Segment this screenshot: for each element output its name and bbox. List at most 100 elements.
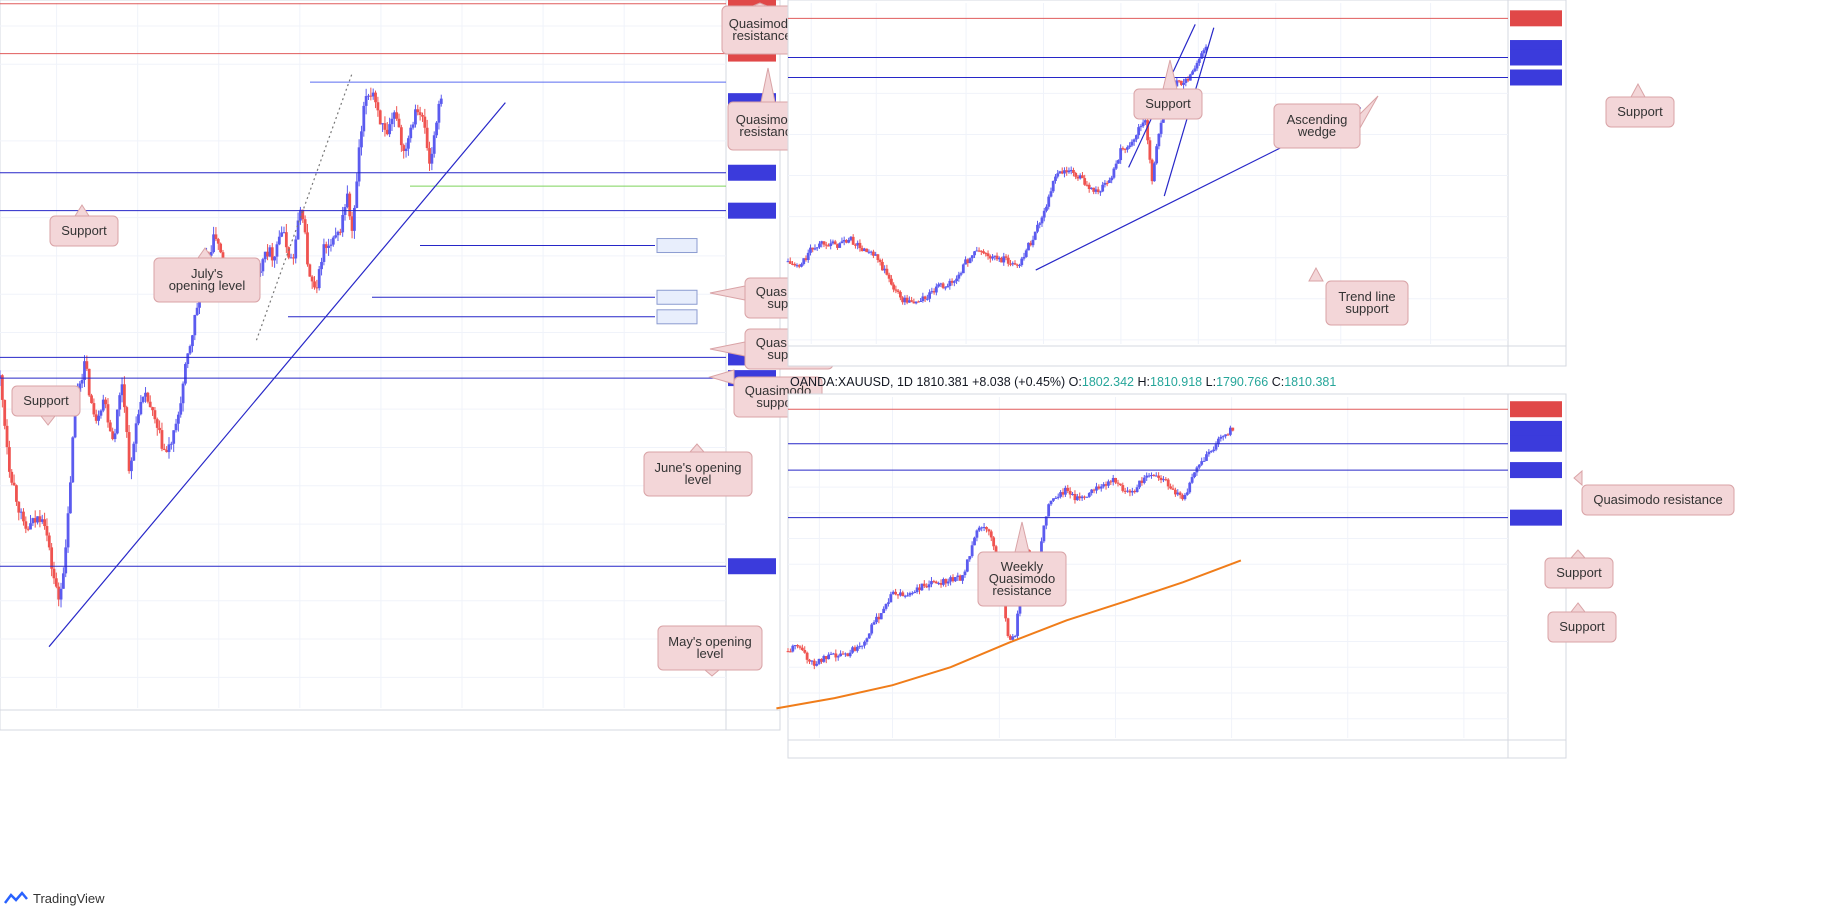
candle-down [820, 658, 823, 662]
candle-down [811, 247, 815, 250]
callout-text: Quasimodo resistance [736, 112, 802, 139]
candle-down [889, 278, 893, 285]
candle-up [432, 135, 436, 154]
candle-down [925, 586, 929, 588]
candle-up [334, 235, 338, 238]
weekly-chart-panel[interactable]: Support Ascending wedge Support Trend line su… [786, 0, 1675, 367]
candle-up [1056, 173, 1060, 177]
candle-up [1052, 498, 1055, 501]
candle-up [353, 207, 356, 231]
short-level-tag [656, 309, 698, 325]
candle-down [1181, 495, 1184, 500]
candle-up [855, 646, 859, 651]
candle-up [66, 513, 70, 548]
candle-down [966, 259, 970, 264]
candle-up [1020, 258, 1024, 266]
candle-down [803, 650, 807, 653]
info-h_label: H: [1138, 375, 1151, 389]
candle-down [992, 537, 996, 547]
annotation-callout[interactable]: Quasimodo resistance [1573, 469, 1735, 516]
annotation-callout[interactable]: Quasimodo resistance [721, 2, 803, 55]
callout-pointer [1573, 469, 1583, 487]
candle-up [925, 298, 929, 300]
candle-up [137, 414, 140, 424]
annotation-callout[interactable]: Support [49, 204, 119, 247]
price-tag [1510, 435, 1562, 452]
annotation-callout[interactable]: June's opening level [643, 443, 753, 497]
candle-up [1139, 126, 1143, 128]
callout-box [1273, 103, 1361, 149]
candle-down [90, 395, 93, 404]
candle-up [815, 663, 819, 666]
info-l_label: L: [1206, 375, 1216, 389]
annotation-callout[interactable]: Support [11, 385, 81, 426]
candle-down [1164, 479, 1168, 481]
candle-up [1212, 449, 1216, 452]
candle-up [169, 443, 173, 445]
candle-up [827, 654, 831, 660]
brand-logo[interactable]: TradingView [4, 888, 105, 908]
candle-down [214, 234, 218, 240]
candle-down [425, 127, 429, 149]
callout-text: Support [1559, 619, 1605, 634]
candle-down [165, 449, 169, 453]
annotation-callout[interactable]: Support [1544, 549, 1614, 589]
annotation-callout[interactable]: May's opening level [657, 625, 763, 677]
candle-up [61, 573, 65, 589]
candle-down [57, 586, 61, 600]
daily-chart-panel[interactable]: Quasimodo resistance Weekly Quasimodo resis… [776, 393, 1735, 759]
candle-down [1148, 140, 1152, 160]
candle-up [64, 547, 68, 574]
candle-up [1071, 493, 1074, 495]
candle-up [59, 588, 63, 600]
candle-up [914, 301, 918, 304]
callout-text: June's opening level [654, 460, 741, 487]
annotation-callout[interactable]: Support [1133, 59, 1203, 120]
candle-down [892, 284, 896, 290]
candle-up [1197, 464, 1201, 468]
candle-down [291, 257, 295, 259]
candle-up [795, 265, 799, 267]
annotation-callout[interactable]: Ascending wedge [1273, 95, 1379, 149]
annotation-callout[interactable]: Trend line support [1308, 266, 1409, 326]
candle-down [1105, 182, 1109, 184]
candle-up [280, 232, 284, 237]
candle-down [1104, 484, 1108, 486]
candle-up [937, 583, 941, 585]
candle-up [930, 581, 933, 585]
candle-down [958, 575, 962, 581]
candle-up [970, 545, 974, 557]
candle-up [134, 423, 138, 444]
candle-up [320, 261, 323, 270]
candle-up [71, 437, 75, 483]
candle-down [877, 616, 881, 620]
candle-down [301, 209, 305, 220]
candle-up [959, 273, 963, 275]
annotation-callout[interactable]: Support [1547, 602, 1617, 643]
candle-up [1059, 492, 1063, 497]
candle-down [108, 422, 112, 432]
candle-down [47, 535, 51, 548]
candle-up [889, 594, 893, 603]
candle-up [1027, 242, 1030, 251]
annotation-callout[interactable]: Weekly Quasimodo resistance [977, 521, 1067, 607]
candle-down [270, 247, 274, 261]
candle-down [1226, 434, 1230, 436]
candle-down [1004, 256, 1008, 258]
h4-chart-panel[interactable]: Quasimodo resistance Quasimodo resistance Su… [0, 0, 834, 731]
candle-up [113, 433, 117, 440]
annotation-callout[interactable]: Support [1605, 82, 1675, 128]
candle-up [1054, 497, 1058, 499]
candle-down [1092, 187, 1096, 192]
candle-up [875, 616, 878, 623]
candle-up [1107, 481, 1110, 486]
candle-down [1186, 78, 1190, 81]
candle-down [162, 448, 166, 450]
candle-up [1056, 496, 1060, 498]
candle-up [1154, 475, 1158, 477]
price-tag [1510, 462, 1562, 479]
candle-down [122, 384, 126, 408]
annotation-callout[interactable]: July's opening level [153, 247, 261, 303]
candle-up [1111, 477, 1115, 483]
candle-up [1200, 461, 1204, 465]
